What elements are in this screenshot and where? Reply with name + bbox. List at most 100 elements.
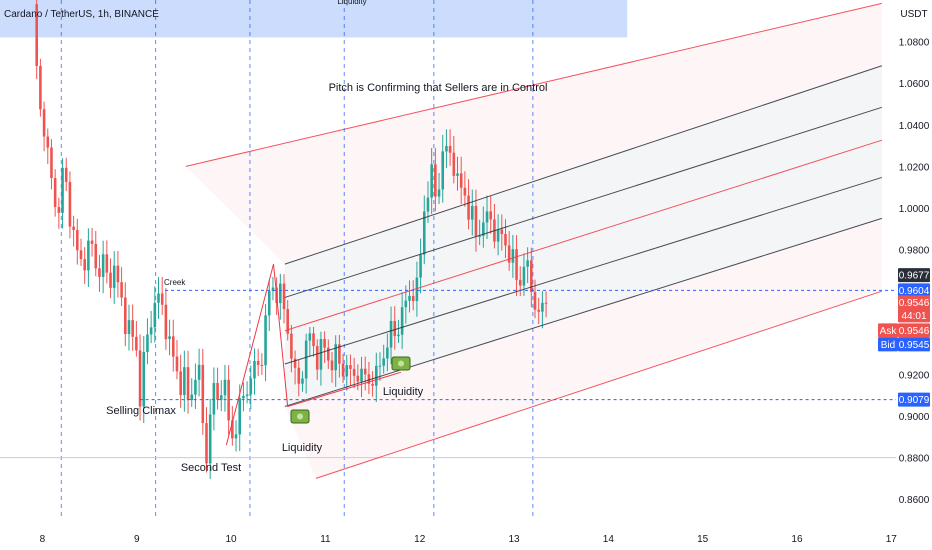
- candle-body: [518, 279, 522, 286]
- candle-body: [116, 265, 120, 283]
- ask-tag-side-label: Ask: [880, 326, 898, 337]
- candle-body: [437, 189, 441, 197]
- candle-body: [72, 226, 75, 230]
- current-price-tag: 0.9546: [898, 295, 930, 310]
- level-1-tag-value: 0.9604: [899, 286, 930, 297]
- y-tick-label: 0.9800: [899, 246, 930, 257]
- countdown-tag: 44:01: [898, 308, 930, 323]
- candle-body: [478, 235, 481, 237]
- candle-body: [146, 334, 149, 353]
- candle-body: [352, 368, 356, 376]
- candle-body: [87, 240, 90, 271]
- candle-body: [179, 371, 182, 396]
- chart-header: Cardano / TetherUS, 1h, BINANCE: [4, 9, 159, 20]
- top-liquidity-label: Liquidity: [337, 0, 366, 6]
- candle-body: [39, 65, 42, 110]
- candle-body: [456, 173, 459, 176]
- pitchfork-lower-mid-line: [284, 176, 883, 365]
- y-tick-label: 0.9000: [899, 412, 930, 423]
- liquidity-label-1: Liquidity: [282, 442, 323, 454]
- x-tick-label: 14: [603, 534, 615, 545]
- last-price-tag-value: 0.9677: [899, 271, 930, 282]
- candle-body: [256, 360, 260, 365]
- y-tick-label: 1.0200: [899, 162, 930, 173]
- candle-body: [315, 346, 319, 370]
- time-axis[interactable]: 8 9 10 11 12 13 14 15 16 17: [40, 534, 898, 545]
- candle-body: [194, 379, 197, 395]
- candle-body: [297, 367, 301, 384]
- x-tick-label: 10: [226, 534, 238, 545]
- candle-body: [533, 291, 537, 310]
- pitchfork-lower-inner-line: [284, 217, 883, 407]
- creek-label: Creek: [164, 278, 186, 287]
- x-tick-label: 9: [134, 534, 140, 545]
- candle-body: [500, 229, 504, 234]
- candle-body: [282, 283, 286, 310]
- candle-body: [397, 334, 400, 337]
- candle-body: [149, 327, 153, 335]
- bid-tag-side-label: Bid: [881, 340, 895, 351]
- candle-body: [426, 197, 430, 212]
- candle-body: [363, 368, 367, 375]
- candle-body: [153, 302, 157, 328]
- countdown-tag-value: 44:01: [901, 311, 926, 322]
- candle-body: [327, 347, 330, 361]
- candle-body: [245, 394, 249, 396]
- candle-body: [378, 365, 382, 367]
- candle-body: [42, 109, 46, 137]
- candle-body: [112, 265, 116, 288]
- candle-body: [238, 398, 242, 435]
- candle-body: [330, 360, 334, 371]
- current-price-tag-bg: [898, 295, 930, 310]
- money-icon-coin: [398, 360, 404, 367]
- candle-body: [216, 382, 219, 400]
- x-tick-label: 8: [40, 534, 46, 545]
- candle-body: [68, 181, 72, 227]
- selling-climax-label: Selling Climax: [106, 405, 176, 417]
- candle-body: [175, 356, 179, 372]
- y-tick-label: 1.0800: [899, 38, 930, 49]
- candle-body: [415, 277, 419, 302]
- candle-body: [334, 344, 337, 371]
- candle-body: [511, 249, 515, 263]
- candle-body: [375, 365, 378, 386]
- candle-body: [127, 320, 131, 335]
- candle-body: [101, 254, 105, 277]
- y-tick-label: 0.9200: [899, 370, 930, 381]
- candle-body: [526, 260, 529, 267]
- bid-tag-bg: [898, 337, 930, 352]
- candle-body: [94, 243, 98, 269]
- candle-body: [83, 259, 86, 271]
- price-tags: 0.96770.96040.954644:010.9546Ask0.9545Bi…: [878, 268, 930, 407]
- candle-body: [64, 167, 68, 182]
- pitchfork-handle-line: [225, 264, 274, 446]
- second-test-label: Second Test: [181, 462, 241, 474]
- candle-body: [422, 211, 426, 255]
- x-tick-label: 13: [508, 534, 520, 545]
- countdown-tag-bg: [898, 308, 930, 323]
- pitch-band-lower-outer: [284, 218, 882, 479]
- candle-body: [507, 245, 511, 263]
- pitchfork-upper-inner-line: [284, 65, 883, 265]
- candle-body: [393, 320, 397, 337]
- candle-body: [160, 293, 164, 305]
- candle-body: [544, 302, 548, 304]
- candle-body: [400, 307, 404, 335]
- chart-grid: [0, 0, 896, 520]
- candle-body: [53, 177, 57, 207]
- candle-body: [430, 164, 433, 198]
- candle-body: [338, 344, 341, 364]
- candle-body: [304, 340, 308, 379]
- liquidity-label-2: Liquidity: [383, 386, 424, 398]
- candle-body: [290, 333, 293, 359]
- level-2-tag-value: 0.9079: [899, 395, 930, 406]
- level-1-tag: 0.9604: [898, 283, 930, 298]
- candle-body: [142, 352, 146, 407]
- candle-body: [386, 347, 389, 359]
- pitchfork-lines: [185, 2, 883, 479]
- ask-tag-value: 0.9546: [899, 326, 930, 337]
- candle-body: [197, 364, 201, 380]
- y-tick-label: 1.0000: [899, 204, 930, 215]
- candle-body: [168, 336, 171, 340]
